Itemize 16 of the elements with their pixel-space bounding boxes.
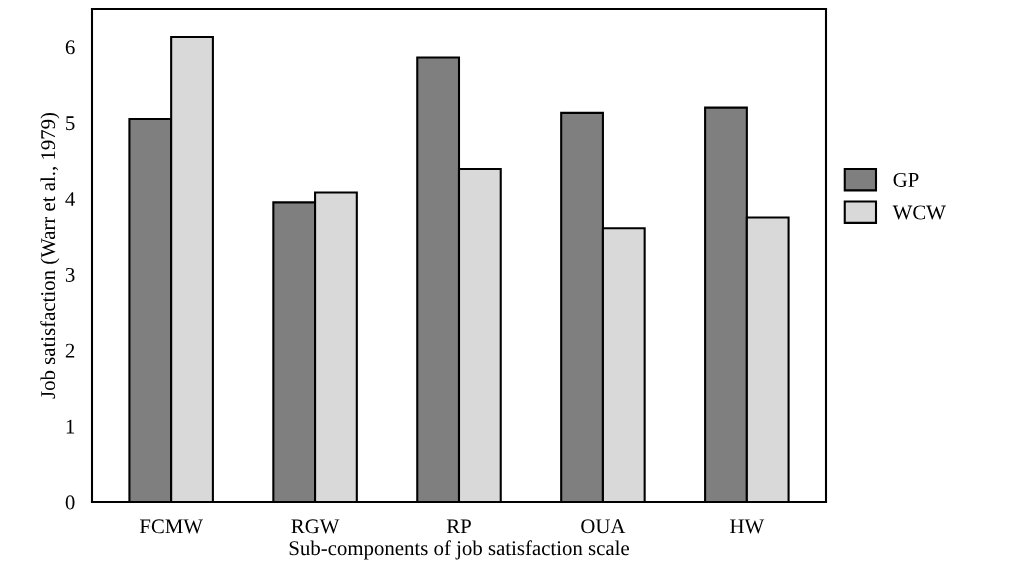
- y-tick-label: 4: [65, 192, 76, 206]
- legend-label: GP: [893, 172, 919, 187]
- y-tick-label: 6: [65, 40, 75, 55]
- y-tick-label: 2: [65, 343, 75, 358]
- x-tick-label: OUA: [581, 519, 626, 534]
- x-tick-label: RGW: [291, 519, 340, 534]
- y-tick-label: 0: [65, 495, 75, 510]
- x-axis-title: Sub-components of job satisfaction scale: [289, 540, 629, 560]
- y-tick-label: 1: [66, 419, 75, 434]
- legend-label: WCW: [892, 205, 946, 220]
- x-tick-label: HW: [730, 519, 765, 534]
- y-axis-title: Job satisfaction (Warr et al., 1979): [40, 112, 60, 399]
- x-tick-label: RP: [446, 519, 471, 534]
- y-tick-label: 3: [65, 267, 75, 282]
- y-tick-label: 5: [66, 116, 75, 131]
- x-tick-label: FCMW: [139, 519, 203, 534]
